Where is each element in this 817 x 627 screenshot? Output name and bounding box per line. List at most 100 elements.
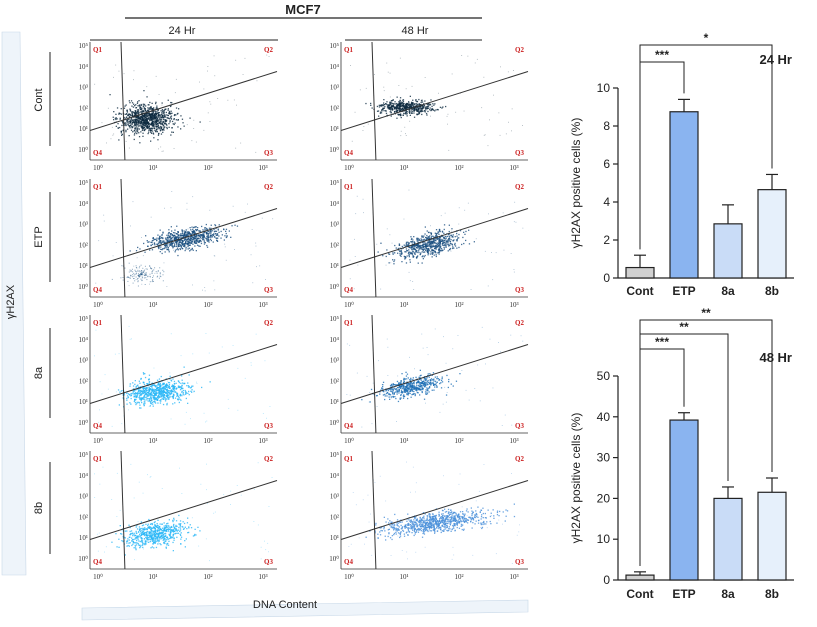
quadrant-label-q1: Q1 [93, 319, 102, 327]
flow-y-tick-label: 10⁰ [329, 283, 339, 291]
vertical-gate-line [371, 178, 377, 298]
bar-chart-y-tick-label: 6 [603, 157, 610, 171]
vertical-gate-line [120, 450, 126, 570]
flow-y-tick-label: 10⁵ [330, 179, 340, 187]
flow-x-tick-label: 10³ [258, 437, 267, 445]
cell-line-title: MCF7 [285, 2, 320, 17]
quadrant-label-q3: Q3 [515, 558, 524, 566]
flow-y-tick-label: 10¹ [330, 534, 339, 542]
flow-y-tick-label: 10⁵ [79, 179, 89, 187]
bar-etp [669, 111, 699, 279]
flow-x-tick-label: 10³ [258, 573, 267, 581]
flow-y-tick-label: 10⁵ [330, 451, 340, 459]
flow-y-tick-label: 10⁰ [329, 146, 339, 154]
bar-chart-24hr: 24 Hr γH2AX positive cells (%) 0 2 4 6 8 10 Cont… [569, 31, 794, 298]
bar-chart-y-tick-label: 40 [597, 410, 611, 424]
flow-x-tick-label: 10⁰ [344, 164, 354, 172]
vertical-gate-line [371, 314, 377, 434]
quadrant-label-q4: Q4 [344, 558, 353, 566]
flow-y-tick-label: 10² [79, 377, 88, 385]
flow-x-tick-label: 10² [203, 164, 212, 172]
significance-label: ** [701, 306, 711, 320]
quadrant-label-q1: Q1 [93, 46, 102, 54]
flow-x-tick-label: 10² [454, 573, 463, 581]
quadrant-label-q3: Q3 [264, 286, 273, 294]
quadrant-label-q4: Q4 [344, 422, 353, 430]
bar-cont [625, 574, 655, 581]
timepoint-label-48: 48 Hr [402, 25, 429, 37]
significance-label: * [704, 31, 709, 45]
vertical-gate-line [120, 178, 126, 298]
significance-label: *** [655, 335, 669, 349]
bar-etp [669, 419, 699, 581]
flow-y-tick-label: 10⁵ [79, 42, 89, 50]
flow-y-tick-label: 10¹ [79, 534, 88, 542]
bar-chart-y-tick-label: 4 [603, 195, 610, 209]
bar-chart-48hr: 48 Hr γH2AX positive cells (%) 0 10 20 30 40 50… [569, 306, 794, 601]
bar-8a [713, 497, 743, 581]
quadrant-label-q2: Q2 [515, 319, 524, 327]
category-label-8b: 8b [765, 284, 779, 298]
quadrant-label-q4: Q4 [93, 422, 102, 430]
quadrant-label-q2: Q2 [264, 183, 273, 191]
flow-y-tick-label: 10⁴ [79, 200, 89, 208]
flow-y-tick-label: 10⁴ [79, 472, 89, 480]
flow-x-tick-label: 10⁰ [344, 437, 354, 445]
flow-panel-cont-24hr: Q1 Q2 Q3 Q4 10⁰ 10¹ 10² 10³ 10⁴ 10⁵ 10⁰ 10¹ 10² 10³ [78, 41, 278, 172]
diagonal-gate-line [89, 480, 278, 540]
quadrant-label-q1: Q1 [344, 183, 353, 191]
flow-y-tick-label: 10³ [79, 357, 88, 365]
diagonal-gate-line [340, 480, 529, 540]
flow-y-tick-label: 10³ [330, 221, 339, 229]
quadrant-label-q4: Q4 [344, 149, 353, 157]
flow-x-tick-label: 10⁰ [93, 301, 103, 309]
flow-y-tick-label: 10⁴ [330, 63, 340, 71]
flow-x-tick-label: 10¹ [399, 164, 408, 172]
bar-chart-y-tick-label: 0 [603, 573, 610, 587]
quadrant-label-q2: Q2 [515, 46, 524, 54]
flow-x-tick-label: 10² [203, 437, 212, 445]
flow-y-tick-label: 10⁴ [330, 200, 340, 208]
row-label-8b: 8b [33, 502, 45, 514]
flow-y-tick-label: 10⁵ [79, 451, 89, 459]
quadrant-label-q2: Q2 [264, 455, 273, 463]
flow-x-tick-label: 10¹ [148, 301, 157, 309]
row-label-cont: Cont [33, 88, 45, 111]
bar-8b [757, 189, 787, 279]
flow-plot-area [82, 42, 277, 160]
quadrant-label-q2: Q2 [264, 46, 273, 54]
flow-x-tick-label: 10¹ [399, 573, 408, 581]
flow-y-tick-label: 10³ [330, 84, 339, 92]
flow-y-tick-label: 10⁰ [78, 555, 88, 563]
flow-y-tick-label: 10⁵ [330, 42, 340, 50]
flow-panel-etp-24hr: Q1 Q2 Q3 Q4 10⁰ 10¹ 10² 10³ 10⁴ 10⁵ 10⁰ 10¹ 10² 10³ [78, 178, 278, 309]
flow-x-tick-label: 10² [454, 164, 463, 172]
flow-x-tick-label: 10³ [509, 573, 518, 581]
flow-x-tick-label: 10⁰ [93, 164, 103, 172]
category-label-cont: Cont [626, 284, 653, 298]
flow-panel-8a-48hr: Q1 Q2 Q3 Q4 10⁰ 10¹ 10² 10³ 10⁴ 10⁵ 10⁰ 10¹ 10² 10³ [329, 314, 529, 445]
bar-chart-title: 48 Hr [759, 350, 792, 365]
row-label-8a: 8a [33, 366, 45, 379]
flow-x-tick-label: 10⁰ [344, 573, 354, 581]
quadrant-label-q3: Q3 [264, 558, 273, 566]
diagonal-gate-line [340, 208, 529, 268]
category-label-etp: ETP [672, 587, 695, 601]
bar-chart-y-tick-label: 30 [597, 451, 611, 465]
flow-y-tick-label: 10⁰ [78, 419, 88, 427]
quadrant-label-q3: Q3 [264, 422, 273, 430]
vertical-gate-line [120, 314, 126, 434]
flow-scatter-points [94, 462, 273, 563]
category-label-8a: 8a [721, 284, 735, 298]
x-axis-label: DNA Content [253, 599, 317, 611]
flow-plot-area [333, 42, 528, 160]
flow-x-tick-label: 10¹ [148, 573, 157, 581]
flow-panel-8b-48hr: Q1 Q2 Q3 Q4 10⁰ 10¹ 10² 10³ 10⁴ 10⁵ 10⁰ 10¹ 10² 10³ [329, 450, 529, 581]
significance-bracket [639, 319, 773, 566]
category-label-8b: 8b [765, 587, 779, 601]
quadrant-label-q1: Q1 [344, 319, 353, 327]
flow-x-tick-label: 10¹ [148, 437, 157, 445]
row-labels: Cont ETP 8a 8b [33, 52, 51, 554]
flow-y-tick-label: 10⁴ [330, 336, 340, 344]
